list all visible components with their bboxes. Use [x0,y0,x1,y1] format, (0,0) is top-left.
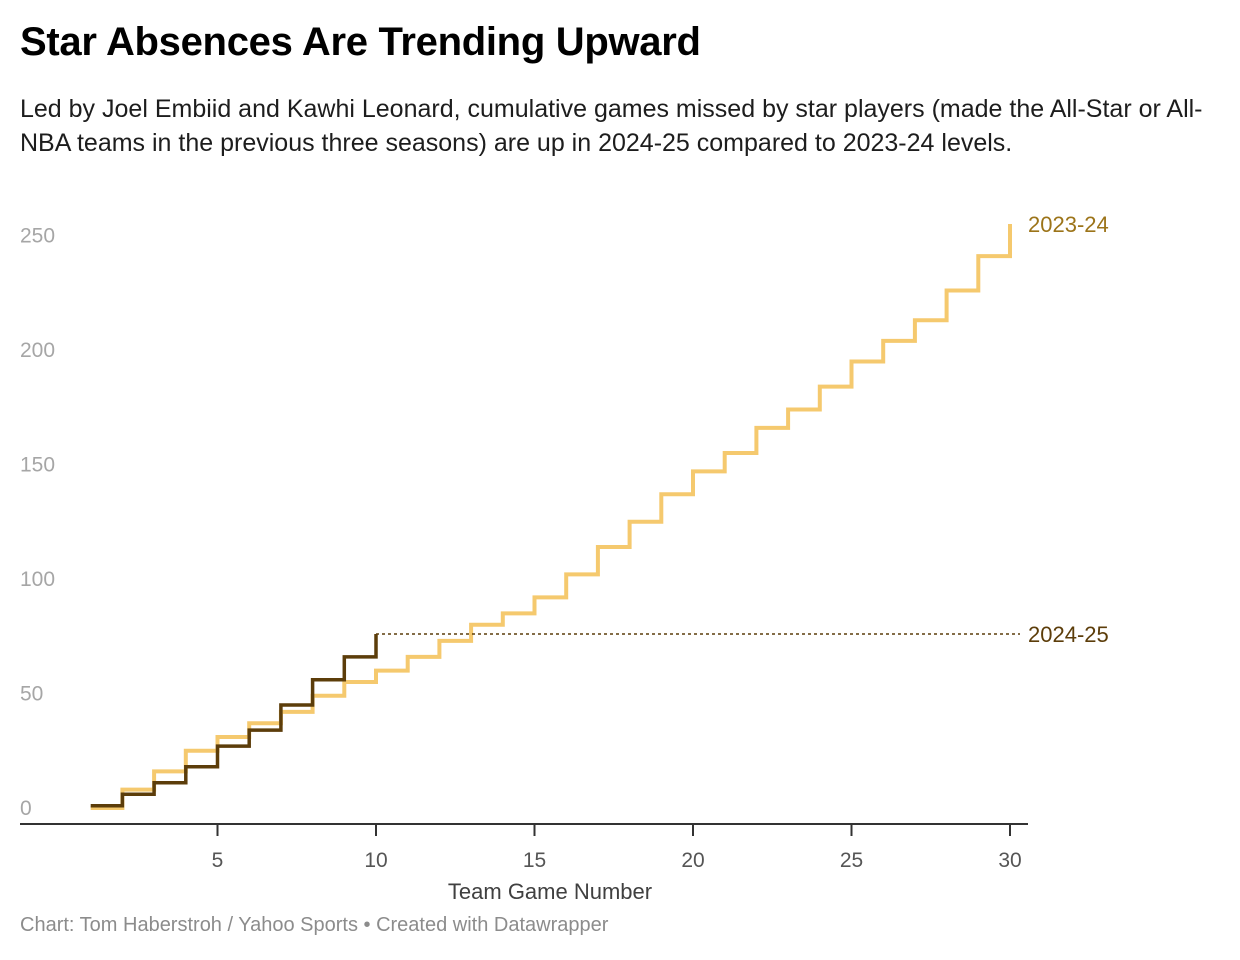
y-tick-label: 0 [20,797,32,820]
x-axis-ticks: 5 10 15 20 25 30 [212,824,1022,872]
y-tick-label: 250 [20,225,55,248]
x-tick-label: 25 [840,849,863,872]
x-tick-label: 5 [212,849,224,872]
x-tick-label: 15 [523,849,546,872]
series-label: 2023-24 [1028,212,1109,237]
y-tick-label: 200 [20,339,55,362]
x-tick-label: 30 [998,849,1021,872]
y-tick-label: 150 [20,454,55,477]
x-tick-label: 10 [364,849,387,872]
y-tick-label: 50 [20,683,43,706]
y-tick-label: 100 [20,568,55,591]
series-line-2024-25 [90,633,378,808]
series-label: 2024-25 [1028,622,1109,647]
y-axis-ticks: 0 50 100 150 200 250 [20,225,55,821]
x-tick-label: 20 [681,849,704,872]
x-axis-title: Team Game Number [448,879,652,904]
chart-title: Star Absences Are Trending Upward [20,20,701,64]
chart-footer: Chart: Tom Haberstroh / Yahoo Sports • C… [20,914,609,936]
series-line-2023-24 [90,224,1012,810]
series-labels: 2023-24 2024-25 [1028,212,1109,647]
chart-subtitle: Led by Joel Embiid and Kawhi Leonard, cu… [20,95,1203,157]
series-lines [90,224,1020,810]
